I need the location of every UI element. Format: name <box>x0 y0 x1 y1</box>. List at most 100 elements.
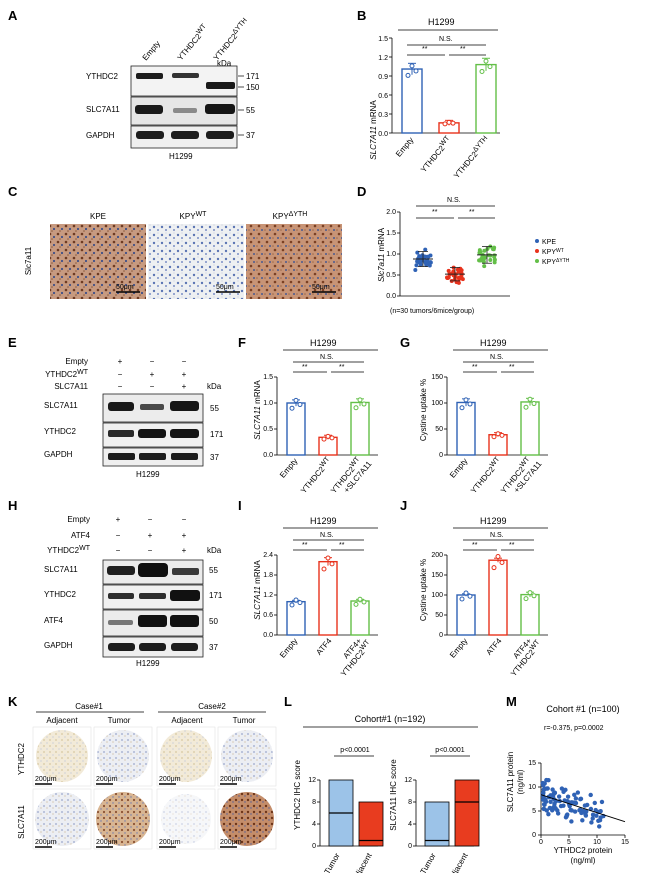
conditions: Empty ATF4 YTHDC2WT + − − − + + − − + <box>47 515 187 555</box>
mw-55: 55 <box>246 106 255 115</box>
bar <box>286 402 306 456</box>
sig-label: ** <box>339 364 345 371</box>
column-label: Adjacent <box>171 716 203 725</box>
panel-g-letter: G <box>400 335 410 350</box>
panel-m-letter: M <box>506 694 517 709</box>
data-point <box>426 254 431 259</box>
tick-label: 1.5 <box>386 230 396 237</box>
x-label: Empty <box>278 637 299 660</box>
tick-label: 0 <box>439 632 443 639</box>
range-bar <box>424 801 450 847</box>
blot-row-label: ATF4 <box>44 616 64 625</box>
case-label: Case#2 <box>198 702 226 711</box>
data-point <box>414 263 419 268</box>
data-point <box>571 800 577 805</box>
data-point <box>417 254 422 259</box>
data-point <box>463 590 469 596</box>
sig-label: ** <box>339 542 345 549</box>
x-label: ATF4 <box>484 636 503 657</box>
kda-label: kDa <box>207 382 222 391</box>
tick-label: 8 <box>408 799 412 806</box>
data-point <box>580 818 585 823</box>
tick-label: 2.4 <box>263 552 273 559</box>
data-point <box>542 802 547 807</box>
tick-label: 2.0 <box>386 209 396 216</box>
x-labels: Empty YTHDC2WT YTHDC2WT +SLC7A11 <box>278 455 374 495</box>
regression-line <box>540 794 626 823</box>
cond-label: YTHDC2WT <box>47 545 91 555</box>
y-ticks: 0 5 10 15 <box>528 760 536 839</box>
blot-row-label: SLC7A11 <box>44 401 78 410</box>
tick-label: 50 <box>435 612 443 619</box>
data-point <box>353 601 359 607</box>
data-point <box>445 276 450 281</box>
x-labels: Empty YTHDC2WT YTHDC2WT +SLC7A11 <box>448 455 544 495</box>
scale-label: 200μm <box>35 839 57 846</box>
tick-label: 0.0 <box>263 452 273 459</box>
data-point <box>321 566 327 572</box>
mark: + <box>182 531 187 540</box>
blot-atf4: ATF4 50 <box>44 609 218 637</box>
legend-item: KPYΔYTH <box>542 258 570 266</box>
x-label: ATF4 <box>314 636 333 657</box>
data-point <box>583 811 588 817</box>
tick-label: 50 <box>435 426 443 433</box>
bar <box>350 401 370 456</box>
data-point <box>482 264 487 269</box>
mark: + <box>148 531 153 540</box>
x-labels: Empty ATF4 ATF4+ YTHDC2WT <box>448 636 542 678</box>
data-point <box>596 818 601 823</box>
tick-label: 0 <box>532 832 536 839</box>
data-point <box>523 404 529 410</box>
tick-label: 0.6 <box>263 612 273 619</box>
scale-label: 200μm <box>35 776 57 783</box>
bar <box>401 68 423 134</box>
mw-55: 55 <box>210 404 219 413</box>
data-point <box>559 786 565 791</box>
data-point <box>459 596 465 602</box>
blot-slc7a11: SLC7A11 55 <box>44 559 218 585</box>
x-label: YTHDC2WT <box>418 134 454 174</box>
mw-150: 150 <box>246 83 260 92</box>
data-point <box>353 405 359 411</box>
panel-a-letter: A <box>8 8 18 23</box>
sig-brackets: N.S. ** ** <box>293 532 364 551</box>
data-point <box>293 397 299 403</box>
x-label: Tumor <box>323 851 342 873</box>
range-bar <box>358 801 384 847</box>
data-point <box>547 805 553 811</box>
scale-label: 200μm <box>96 776 118 783</box>
sig-brackets: N.S. ** ** <box>407 36 486 56</box>
tick-label: 1.2 <box>263 592 273 599</box>
data-point <box>555 811 561 816</box>
tick-label: 4 <box>312 821 316 828</box>
chart-title: Cohort #1 (n=100) <box>546 704 619 714</box>
panel-j: J H1299 N.S. ** ** Cystine uptake % 0 50… <box>400 498 548 678</box>
data-point <box>590 816 595 821</box>
panel-e-letter: E <box>8 335 17 350</box>
bar <box>318 560 338 636</box>
data-point <box>488 253 493 258</box>
data-point <box>297 402 303 408</box>
tick-label: 0 <box>539 839 543 846</box>
data-point <box>297 600 303 606</box>
data-point <box>523 596 529 602</box>
tick-label: 0.0 <box>386 293 396 300</box>
data-point <box>590 812 596 817</box>
tick-label: 1.5 <box>378 36 388 43</box>
data-point <box>597 824 602 829</box>
mark: − <box>118 382 123 391</box>
panel-l-letter: L <box>284 694 292 709</box>
bar <box>520 401 540 456</box>
tick-label: 12 <box>404 777 412 784</box>
data-point <box>451 269 456 274</box>
blot-row-label: SLC7A11 <box>86 105 120 114</box>
data-point <box>485 246 490 251</box>
data-point <box>467 401 473 407</box>
chart-marks <box>274 37 626 847</box>
mw-171: 171 <box>246 72 260 81</box>
bar <box>475 63 497 134</box>
data-point <box>582 803 588 808</box>
sig-label: ** <box>432 209 438 216</box>
mw-50: 50 <box>209 617 218 626</box>
